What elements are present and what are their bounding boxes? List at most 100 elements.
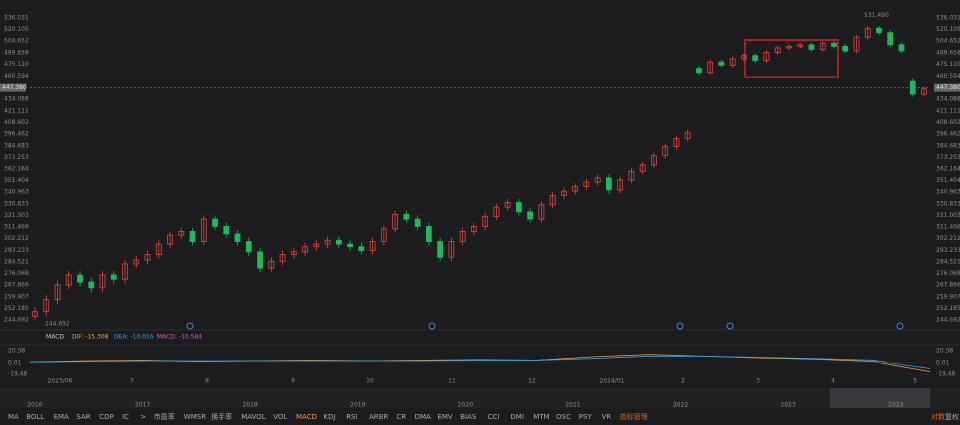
candle-body — [178, 230, 185, 236]
y-tick-label: 340.963 — [4, 189, 29, 196]
candle-body — [853, 36, 860, 52]
last-price-label: 447.380 — [936, 84, 960, 91]
toolbar-item[interactable]: ARBR — [369, 413, 388, 421]
candle-body — [110, 274, 117, 280]
candle-body — [257, 251, 263, 269]
toolbar-item[interactable]: 对数 — [931, 412, 945, 421]
y-tick-label: 460.594 — [4, 73, 29, 80]
candle-body — [876, 27, 882, 34]
toolbar-item[interactable]: BOLL — [26, 413, 44, 421]
y-tick-label: 0.01 — [936, 359, 950, 366]
candle-body — [234, 233, 241, 242]
candle-body — [380, 228, 387, 242]
y-tick-label: 252.185 — [4, 305, 29, 312]
toolbar-item[interactable]: SAR — [76, 413, 90, 421]
y-tick-label: 244.692 — [936, 317, 960, 324]
toolbar-item[interactable]: MTM — [533, 413, 549, 421]
toolbar-item[interactable]: CCI — [488, 413, 500, 421]
y-tick-label: 373.253 — [936, 154, 960, 161]
candle-body — [707, 61, 714, 74]
candle-body — [268, 260, 275, 269]
candle-body — [122, 263, 128, 280]
candle-body — [583, 181, 590, 187]
toolbar-item[interactable]: DMI — [510, 413, 524, 421]
candle-body — [864, 27, 871, 38]
y-tick-label: 536.031 — [4, 15, 29, 22]
candle-body — [673, 138, 680, 147]
toolbar-item[interactable]: WMSR — [184, 413, 206, 421]
candle-body — [482, 216, 489, 227]
x-tick-label: 2 — [681, 378, 685, 385]
toolbar-item[interactable]: PSY — [579, 413, 593, 421]
y-tick-label: 396.462 — [936, 131, 960, 138]
candle-body — [887, 32, 894, 46]
toolbar-item[interactable]: > — [140, 413, 146, 421]
y-tick-label: 475.110 — [4, 61, 29, 68]
candle-body — [335, 239, 342, 245]
candle-body — [594, 177, 601, 183]
y-tick-label: 384.683 — [936, 142, 960, 149]
candle-body — [549, 195, 556, 206]
navigator[interactable] — [0, 388, 960, 408]
toolbar-item[interactable]: IC — [122, 413, 129, 421]
candle-body — [831, 42, 837, 47]
toolbar-item[interactable]: VOL — [273, 413, 287, 421]
y-tick-label: 340.963 — [936, 189, 960, 196]
candle-body — [448, 241, 455, 258]
candle-body — [470, 226, 477, 232]
toolbar-item[interactable]: VR — [602, 413, 612, 421]
toolbar-item[interactable]: BIAS — [460, 413, 477, 421]
y-tick-label: 276.068 — [4, 270, 29, 277]
toolbar-item[interactable]: KDJ — [323, 413, 335, 421]
toolbar-item[interactable]: MAVOL — [241, 413, 266, 421]
candle-body — [560, 190, 567, 196]
candle-body — [279, 254, 286, 262]
candle-body — [347, 243, 353, 248]
y-tick-label: 20.38 — [936, 348, 953, 355]
toolbar-item[interactable]: MACD — [296, 413, 317, 421]
y-tick-label: 536.031 — [936, 15, 960, 22]
year-label: 2020 — [458, 402, 473, 409]
toolbar-item[interactable]: 市盈率 — [154, 412, 175, 421]
y-tick-label: 284.521 — [4, 258, 29, 265]
toolbar-item[interactable]: RSI — [346, 413, 357, 421]
year-label: 2018 — [243, 402, 258, 409]
candle-body — [313, 243, 320, 248]
toolbar-item[interactable]: OSC — [556, 413, 571, 421]
toolbar-item[interactable]: EMA — [54, 413, 69, 421]
candle-body — [403, 213, 410, 220]
year-label: 2017 — [135, 402, 150, 409]
y-tick-label: 0.01 — [8, 359, 22, 366]
y-tick-label: 330.833 — [4, 200, 29, 207]
toolbar-item[interactable]: DMA — [415, 413, 431, 421]
candle-body — [718, 61, 725, 66]
macd-title: MACD — [46, 334, 64, 341]
toolbar-item[interactable]: EMV — [437, 413, 452, 421]
candle-body — [437, 241, 444, 258]
toolbar-item[interactable]: 指标管理 — [620, 412, 648, 421]
candle-body — [133, 259, 140, 265]
x-tick-label: 12 — [528, 378, 536, 385]
candle-body — [729, 58, 736, 66]
candle-body — [414, 218, 421, 227]
year-label: 2022 — [673, 402, 688, 409]
y-tick-label: 384.683 — [4, 142, 29, 149]
y-tick-label: 504.652 — [936, 38, 960, 45]
candle-body — [290, 251, 297, 255]
year-label: 2016 — [27, 402, 42, 409]
toolbar-item[interactable]: MA — [8, 413, 19, 421]
candle-body — [43, 299, 50, 313]
x-tick-label: 2024/01 — [600, 378, 625, 385]
candle-body — [223, 226, 230, 235]
last-price-tag — [934, 83, 960, 92]
candle-body — [786, 45, 792, 49]
y-tick-label: 434.088 — [4, 96, 29, 103]
toolbar-item[interactable]: CDP — [99, 413, 114, 421]
y-tick-label: 259.907 — [936, 293, 960, 300]
toolbar-item[interactable]: 换手率 — [211, 412, 232, 421]
candle-body — [527, 211, 534, 220]
navigator-window[interactable] — [830, 388, 930, 408]
toolbar-item[interactable]: 复权 — [945, 412, 959, 421]
toolbar-item[interactable]: CR — [396, 413, 406, 421]
candle-body — [819, 42, 826, 50]
